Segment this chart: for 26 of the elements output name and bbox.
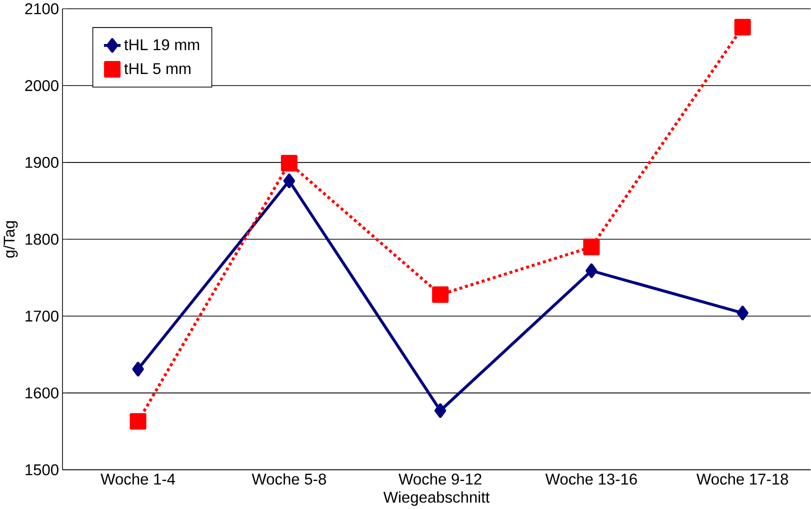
legend-label: tHL 19 mm <box>124 39 200 50</box>
point <box>586 263 598 278</box>
point <box>280 154 298 172</box>
point <box>583 238 600 256</box>
point <box>734 18 751 36</box>
point <box>432 286 449 303</box>
point <box>736 306 748 320</box>
x-tick-label: Woche 1-4 <box>100 473 176 485</box>
x-axis-title: Wiegeabschnitt <box>383 491 490 506</box>
point <box>283 174 296 188</box>
y-tick-label: 1700 <box>26 310 58 322</box>
x-tick-label: Woche 9-12 <box>398 473 482 485</box>
y-tick-label: 1500 <box>26 464 58 476</box>
y-tick-label: 1800 <box>26 234 58 245</box>
point <box>130 413 146 430</box>
y-tick-label: 2100 <box>25 3 58 14</box>
point <box>132 362 144 376</box>
x-tick-label: Woche 5-8 <box>252 473 326 485</box>
y-axis-title: g/Tag <box>3 221 18 258</box>
y-tick-label: 1900 <box>26 156 58 168</box>
y-tick-label: 2000 <box>25 80 58 92</box>
x-tick-label: Woche 13-16 <box>545 473 637 485</box>
x-tick-label: Woche 17-18 <box>696 473 788 485</box>
point <box>434 403 446 418</box>
y-tick-label: 1600 <box>26 387 58 398</box>
legend-label: tHL 5 mm <box>124 63 190 74</box>
